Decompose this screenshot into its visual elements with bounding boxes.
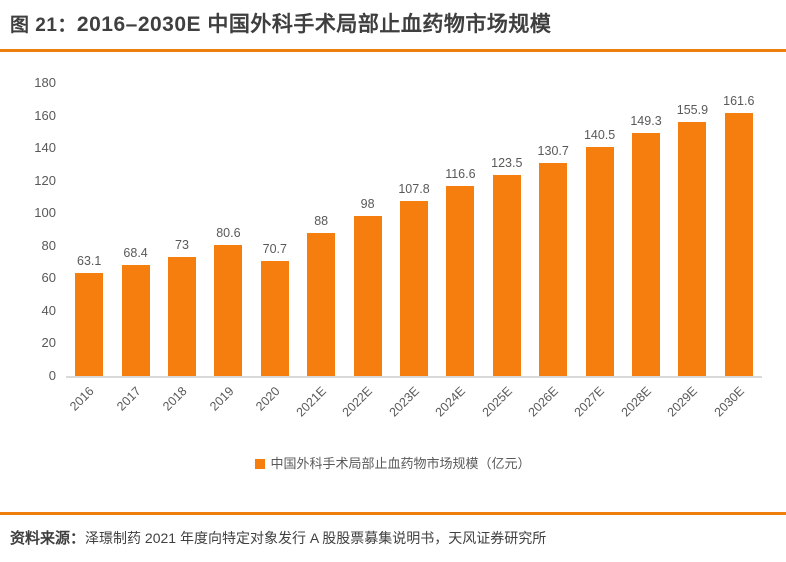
bar-value-label: 155.9	[676, 103, 709, 118]
bar	[214, 244, 243, 376]
x-axis-tick-label: 2016	[67, 384, 98, 414]
bar	[307, 232, 336, 376]
x-axis-tick-label: 2025E	[479, 384, 515, 420]
x-axis-tick-label: 2028E	[618, 384, 654, 420]
bar	[678, 122, 707, 376]
bar	[632, 132, 660, 376]
chart-legend: 中国外科手术局部止血药物市场规模（亿元）	[0, 455, 786, 473]
bar-value-label: 161.6	[723, 93, 755, 108]
bar-value-label: 80.6	[216, 225, 241, 240]
legend-label: 中国外科手术局部止血药物市场规模（亿元）	[270, 456, 531, 471]
bar-value-label: 123.5	[491, 155, 523, 170]
x-axis-tick-label: 2026E	[525, 384, 562, 420]
bar	[260, 260, 289, 376]
footer-divider	[0, 512, 786, 515]
x-axis-tick-label: 2024E	[432, 384, 469, 420]
legend-marker-icon	[255, 459, 266, 469]
bar	[400, 200, 428, 376]
bar-value-label: 116.6	[445, 167, 476, 182]
bar-value-label: 63.1	[77, 254, 102, 269]
y-axis-tick-label: 160	[34, 107, 56, 123]
plot-area: 0 20 40 60 80 100 120 140 160 180 63.1 2016 68.4 2017…	[34, 75, 762, 419]
x-axis-tick-label: 2018	[160, 384, 190, 414]
figure-number-label: 图 21：	[10, 15, 77, 36]
bar	[446, 186, 475, 376]
bar-value-label: 130.7	[537, 144, 569, 159]
x-axis-tick-label: 2021E	[293, 384, 330, 420]
bar	[75, 273, 104, 376]
header-divider	[0, 49, 786, 52]
y-axis-tick-label: 180	[34, 75, 56, 90]
bar	[492, 174, 521, 376]
bar	[724, 112, 753, 376]
bar	[539, 163, 568, 376]
bar-value-label: 68.4	[123, 245, 148, 260]
source-prefix: 资料来源：	[10, 530, 86, 547]
bar-value-label: 88	[314, 213, 329, 228]
y-axis-tick-label: 140	[34, 140, 56, 156]
bar-value-label: 107.8	[398, 181, 430, 196]
x-axis-tick-label: 2017	[113, 384, 144, 414]
bar-value-label: 140.5	[583, 128, 616, 143]
bar	[585, 147, 614, 376]
x-axis-tick-label: 2023E	[386, 384, 422, 420]
bar-value-label: 98	[360, 197, 375, 212]
x-axis-tick-label: 2022E	[340, 384, 376, 420]
y-axis-tick-label: 20	[41, 335, 56, 351]
x-axis-tick-label: 2020	[253, 384, 283, 414]
x-axis-tick-label: 2030E	[711, 384, 747, 420]
bar	[168, 257, 196, 376]
figure-title: 2016–2030E 中国外科手术局部止血药物市场规模	[76, 13, 552, 36]
x-axis-tick-label: 2029E	[664, 384, 701, 420]
y-axis-tick-label: 80	[41, 237, 56, 253]
bar	[121, 264, 150, 376]
source-text: 泽璟制药 2021 年度向特定对象发行 A 股股票募集说明书，天风证券研究所	[85, 530, 547, 546]
y-axis-tick-label: 60	[41, 270, 56, 286]
bar-value-label: 149.3	[630, 113, 662, 128]
y-axis-tick-label: 0	[48, 368, 56, 383]
bar-value-label: 70.7	[262, 241, 287, 256]
bar	[353, 216, 382, 376]
y-axis-tick-label: 40	[41, 302, 56, 318]
y-axis-tick-label: 100	[34, 205, 56, 221]
x-axis-tick-label: 2027E	[572, 384, 608, 420]
figure-header: 图 21：2016–2030E 中国外科手术局部止血药物市场规模	[0, 0, 786, 42]
bar-chart: 0 20 40 60 80 100 120 140 160 180 63.1 2016 68.4 2017…	[0, 75, 786, 473]
x-axis-tick-label: 2019	[206, 384, 237, 414]
source-line: 资料来源：泽璟制药 2021 年度向特定对象发行 A 股股票募集说明书，天风证券…	[0, 515, 786, 548]
y-axis-tick-label: 120	[34, 172, 56, 188]
bar-value-label: 73	[175, 238, 189, 253]
